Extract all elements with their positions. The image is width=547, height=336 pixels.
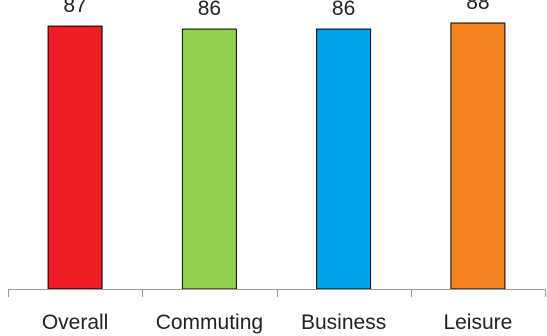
bar-business [316,28,372,290]
x-tick-label-business: Business [301,311,386,334]
data-label-commuting: 86 [198,0,221,20]
x-axis [8,289,546,297]
bars-layer [47,22,506,290]
data-label-overall: 87 [63,0,86,17]
data-label-leisure: 88 [466,0,489,14]
data-labels-layer: 87 86 86 88 [63,0,489,20]
data-label-business: 86 [332,0,355,20]
x-tick-label-overall: Overall [42,311,109,334]
bar-commuting [181,28,237,290]
bar-leisure [450,22,506,290]
x-tick-label-leisure: Leisure [443,311,512,334]
x-tick-labels-layer: Overall Commuting Business Leisure [42,311,513,334]
bar-overall [47,25,103,290]
x-tick-label-commuting: Commuting [156,311,263,334]
